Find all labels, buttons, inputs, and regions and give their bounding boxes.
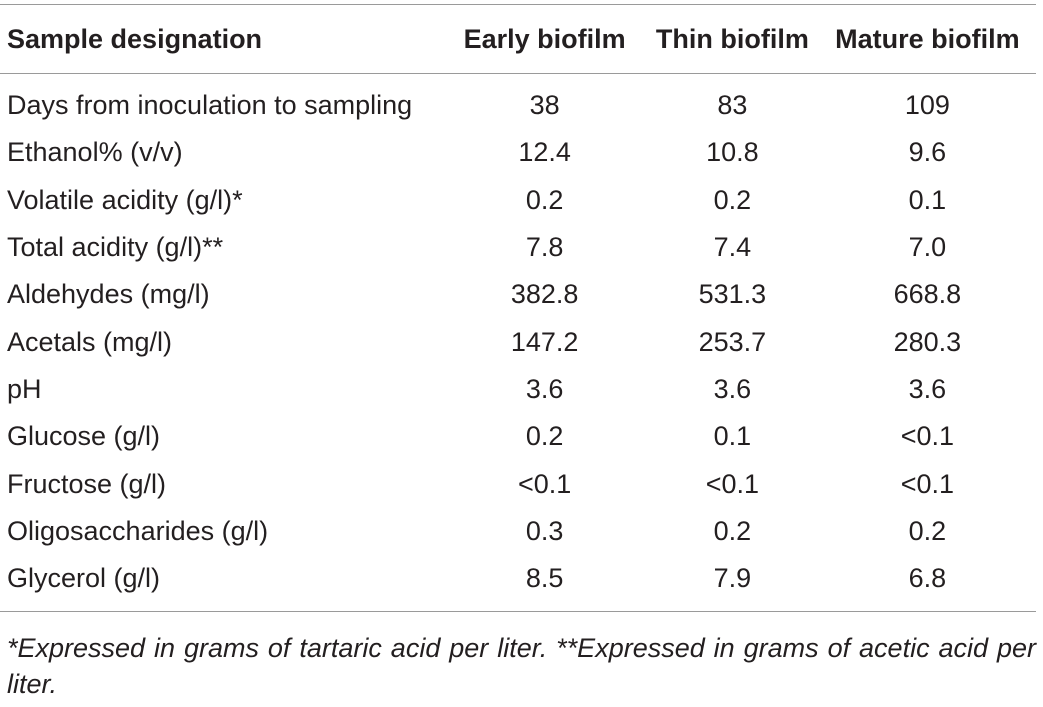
cell-mature: 6.8 <box>818 554 1036 613</box>
cell-mature: 280.3 <box>893 326 962 357</box>
cell-mature: 109 <box>904 90 950 121</box>
row-label: Days from inoculation to sampling <box>7 90 413 121</box>
cell-early: 12.4 <box>518 137 571 168</box>
row-label: Glucose (g/l) <box>7 421 161 452</box>
cell-early: 7.8 <box>525 232 564 263</box>
table-row: Glucose (g/l) 0.2 0.1 <0.1 <box>0 413 1036 460</box>
table-row: Oligosaccharides (g/l) 0.3 0.2 0.2 <box>0 508 1036 555</box>
cell-early: 3.6 <box>525 373 564 404</box>
table-header: Sample designation Early biofilm Thin bi… <box>0 4 1036 74</box>
row-label: pH <box>7 373 42 404</box>
cell-thin: 0.2 <box>713 184 752 215</box>
table-row: Ethanol% (v/v) 12.4 10.8 9.6 <box>0 129 1036 176</box>
cell-thin: 0.2 <box>713 515 752 546</box>
table-row: Fructose (g/l) <0.1 <0.1 <0.1 <box>0 460 1036 507</box>
cell-early: 8.5 <box>443 554 646 613</box>
cell-mature: 3.6 <box>908 373 947 404</box>
header-early-biofilm: Early biofilm <box>443 4 646 74</box>
table-row: Aldehydes (mg/l) 382.8 531.3 668.8 <box>0 271 1036 318</box>
cell-thin: <0.1 <box>705 468 760 499</box>
cell-thin: 531.3 <box>698 279 767 310</box>
cell-thin: 253.7 <box>698 326 767 357</box>
row-label: Acetals (mg/l) <box>7 326 173 357</box>
header-sample-designation: Sample designation <box>0 4 444 74</box>
cell-mature: 0.2 <box>908 515 947 546</box>
table-row: Total acidity (g/l)** 7.8 7.4 7.0 <box>0 224 1036 271</box>
cell-mature: 668.8 <box>893 279 962 310</box>
data-table: Sample designation Early biofilm Thin bi… <box>0 4 1036 613</box>
row-label: Volatile acidity (g/l)* <box>7 184 243 215</box>
cell-thin: 7.4 <box>713 232 752 263</box>
header-thin-biofilm: Thin biofilm <box>645 4 819 74</box>
table-row: Days from inoculation to sampling 38 83 … <box>0 74 1036 130</box>
cell-early: 147.2 <box>510 326 579 357</box>
table-row: Volatile acidity (g/l)* 0.2 0.2 0.1 <box>0 177 1036 224</box>
cell-thin: 7.9 <box>645 554 819 613</box>
table-row: Acetals (mg/l) 147.2 253.7 280.3 <box>0 318 1036 365</box>
cell-early: 0.3 <box>525 515 564 546</box>
cell-thin: 0.1 <box>713 421 752 452</box>
table-row: Glycerol (g/l) 8.5 7.9 6.8 <box>0 554 1036 613</box>
row-label: Glycerol (g/l) <box>0 554 444 613</box>
header-row: Sample designation Early biofilm Thin bi… <box>0 4 1036 74</box>
table-body: Days from inoculation to sampling 38 83 … <box>0 74 1036 613</box>
table-footnote: *Expressed in grams of tartaric acid per… <box>7 633 1036 699</box>
table-row: pH 3.6 3.6 3.6 <box>0 366 1036 413</box>
cell-mature: 7.0 <box>908 232 947 263</box>
row-label: Fructose (g/l) <box>7 468 167 499</box>
cell-thin: 10.8 <box>706 137 759 168</box>
cell-early: 382.8 <box>510 279 579 310</box>
cell-mature: 0.1 <box>908 184 947 215</box>
header-mature-biofilm: Mature biofilm <box>818 4 1036 74</box>
cell-early: 0.2 <box>525 184 564 215</box>
row-label: Oligosaccharides (g/l) <box>7 515 269 546</box>
cell-thin: 83 <box>717 90 748 121</box>
cell-mature: <0.1 <box>900 421 955 452</box>
row-label: Ethanol% (v/v) <box>7 137 183 168</box>
row-label: Aldehydes (mg/l) <box>7 279 210 310</box>
cell-mature: 9.6 <box>908 137 947 168</box>
row-label: Total acidity (g/l)** <box>7 232 224 263</box>
cell-early: 38 <box>529 90 560 121</box>
cell-early: <0.1 <box>517 468 572 499</box>
cell-thin: 3.6 <box>713 373 752 404</box>
cell-mature: <0.1 <box>900 468 955 499</box>
cell-early: 0.2 <box>525 421 564 452</box>
